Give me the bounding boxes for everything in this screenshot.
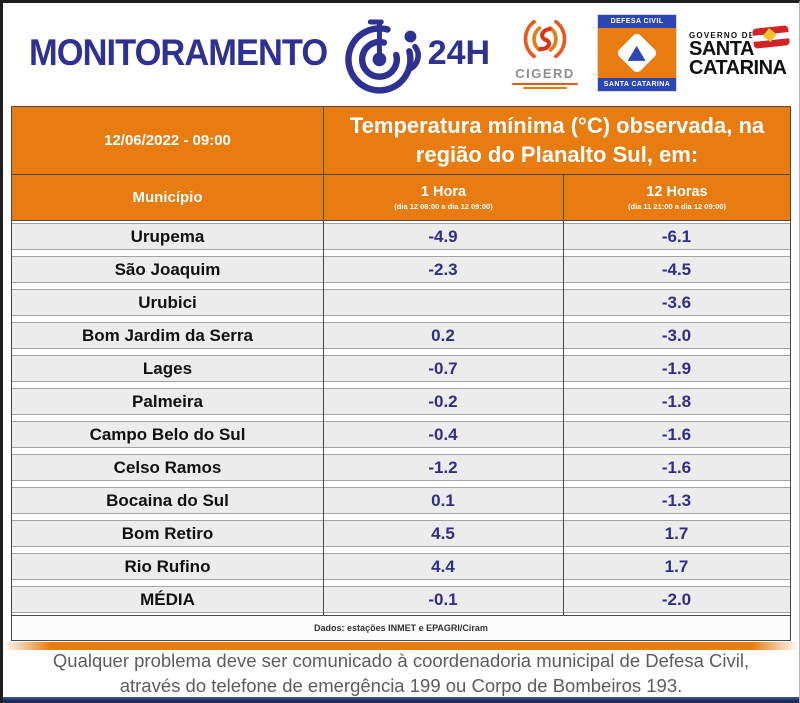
municipio-cell: São Joaquim [114, 259, 221, 279]
monitoramento-title: MONITORAMENTO [29, 32, 328, 73]
defesa-civil-shield-icon [615, 31, 659, 75]
cigerd-tagline-bar [523, 86, 567, 89]
defesa-civil-bottom-label: SANTA CATARINA [598, 78, 676, 91]
table-row: Bom Jardim da Serra 0.2 -3.0 [12, 322, 790, 349]
defesa-civil-triangle-icon [628, 45, 646, 61]
table-row: Rio Rufino 4.4 1.7 [12, 553, 790, 580]
municipio-cell: Bocaina do Sul [106, 490, 229, 510]
sc-flag-icon [752, 24, 790, 49]
table-row: São Joaquim -2.3 -4.5 [12, 256, 790, 283]
temp-12h-cell: 1.7 [664, 523, 689, 543]
municipio-cell: Bom Jardim da Serra [81, 325, 253, 345]
col-12h-label: 12 Horas [646, 184, 708, 200]
table-row: Urupema -4.9 -6.1 [12, 223, 790, 250]
cigerd-name: CIGERD [515, 65, 575, 81]
cigerd-wave-icon [523, 19, 567, 58]
temp-1h-cell: -0.1 [428, 589, 458, 609]
governo-sc-logo: GOVERNO DE SANTA CATARINA [689, 24, 790, 79]
navy-bottom-bar [3, 697, 799, 703]
municipio-cell: Lages [142, 358, 193, 378]
logo-strip: CIGERD DEFESA CIVIL SANTA CATARINA [505, 15, 799, 91]
municipio-cell: Campo Belo do Sul [89, 424, 246, 444]
municipio-cell: Rio Rufino [124, 556, 211, 576]
cigerd-logo: CIGERD [505, 18, 585, 89]
municipio-cell: Palmeira [132, 391, 203, 411]
top-banner: MONITORAMENTO 24H [3, 3, 799, 103]
cigerd-tagline-bar [512, 82, 578, 85]
temp-1h-cell: 4.5 [431, 523, 455, 543]
temp-12h-cell: -6.1 [661, 226, 692, 246]
temp-12h-cell: -3.6 [661, 292, 692, 312]
temp-1h-cell: -4.9 [428, 226, 458, 246]
municipio-cell: Bom Retiro [121, 523, 214, 543]
table-row: Campo Belo do Sul -0.4 -1.6 [12, 421, 790, 448]
defesa-civil-emblem [598, 28, 676, 78]
temperature-table: 12/06/2022 - 09:00 Temperatura mínima (°… [11, 106, 791, 641]
defesa-civil-logo: DEFESA CIVIL SANTA CATARINA [598, 15, 676, 91]
temp-12h-cell: 1.7 [664, 556, 689, 576]
col-1h-label: 1 Hora [420, 184, 467, 200]
temp-1h-cell: 4.4 [431, 556, 455, 576]
catarina-label: CATARINA [689, 56, 787, 79]
defesa-civil-top-label: DEFESA CIVIL [598, 15, 676, 28]
table-row: Bom Retiro 4.5 1.7 [12, 520, 790, 547]
col-header-12h: 12 Horas (dia 11 21:00 a dia 12 09:00) [564, 175, 790, 220]
table-body: Urupema -4.9 -6.1 São Joaquim -2.3 -4.5 … [12, 221, 790, 615]
24h-label: 24H [427, 33, 491, 72]
footer-message-line1: Qualquer problema deve ser comunicado à … [52, 650, 750, 671]
temp-1h-cell: -1.2 [428, 457, 458, 477]
temp-12h-cell: -3.0 [661, 325, 692, 345]
municipio-cell: Urubici [138, 292, 197, 312]
temp-12h-cell: -1.9 [661, 358, 692, 378]
temp-1h-cell: -0.7 [428, 358, 458, 378]
table-title-row: 12/06/2022 - 09:00 Temperatura mínima (°… [12, 107, 790, 175]
municipio-cell: MÉDIA [140, 589, 195, 609]
report-datetime: 12/06/2022 - 09:00 [12, 107, 324, 174]
table-row: Palmeira -0.2 -1.8 [12, 388, 790, 415]
table-row: Lages -0.7 -1.9 [12, 355, 790, 382]
temp-12h-cell: -1.6 [661, 424, 692, 444]
temp-12h-cell: -1.6 [661, 457, 692, 477]
column-divider [563, 221, 564, 615]
santa-label: SANTA [689, 37, 754, 60]
orange-divider-bar [3, 642, 799, 650]
temp-12h-cell: -1.3 [661, 490, 692, 510]
temp-12h-cell: -2.0 [661, 589, 692, 609]
col-1h-range: (dia 12 08:00 a dia 12 09:00) [394, 202, 493, 211]
temp-12h-cell: -4.5 [661, 259, 692, 279]
table-row-media: MÉDIA -0.1 -2.0 [12, 586, 790, 613]
footer-message-line2: através do telefone de emergência 199 ou… [119, 675, 683, 696]
municipio-cell: Urupema [130, 226, 205, 246]
column-divider [323, 221, 324, 615]
table-header-row: Município 1 Hora (dia 12 08:00 a dia 12 … [12, 175, 790, 221]
col-header-municipio: Município [12, 175, 324, 220]
temp-1h-cell: -0.4 [428, 424, 458, 444]
table-row: Urubici -3.6 [12, 289, 790, 316]
temp-1h-cell: 0.2 [431, 325, 455, 345]
table-row: Bocaina do Sul 0.1 -1.3 [12, 487, 790, 514]
temp-12h-cell: -1.8 [661, 391, 692, 411]
table-row: Celso Ramos -1.2 -1.6 [12, 454, 790, 481]
temp-1h-cell: -2.3 [428, 259, 458, 279]
municipio-cell: Celso Ramos [113, 457, 222, 477]
col-header-1h: 1 Hora (dia 12 08:00 a dia 12 09:00) [324, 175, 564, 220]
temp-1h-cell [323, 290, 563, 315]
temp-1h-cell: 0.1 [431, 490, 455, 510]
radar-24h-icon [344, 19, 421, 94]
footer-message: Qualquer problema deve ser comunicado à … [3, 650, 799, 697]
data-source-note: Dados: estações INMET e EPAGRI/Ciram [12, 615, 790, 640]
governo-de-label: GOVERNO DE [689, 30, 756, 40]
table-title: Temperatura mínima (°C) observada, na re… [349, 112, 765, 167]
temp-1h-cell: -0.2 [428, 391, 458, 411]
col-12h-range: (dia 11 21:00 a dia 12 09:00) [628, 202, 726, 211]
